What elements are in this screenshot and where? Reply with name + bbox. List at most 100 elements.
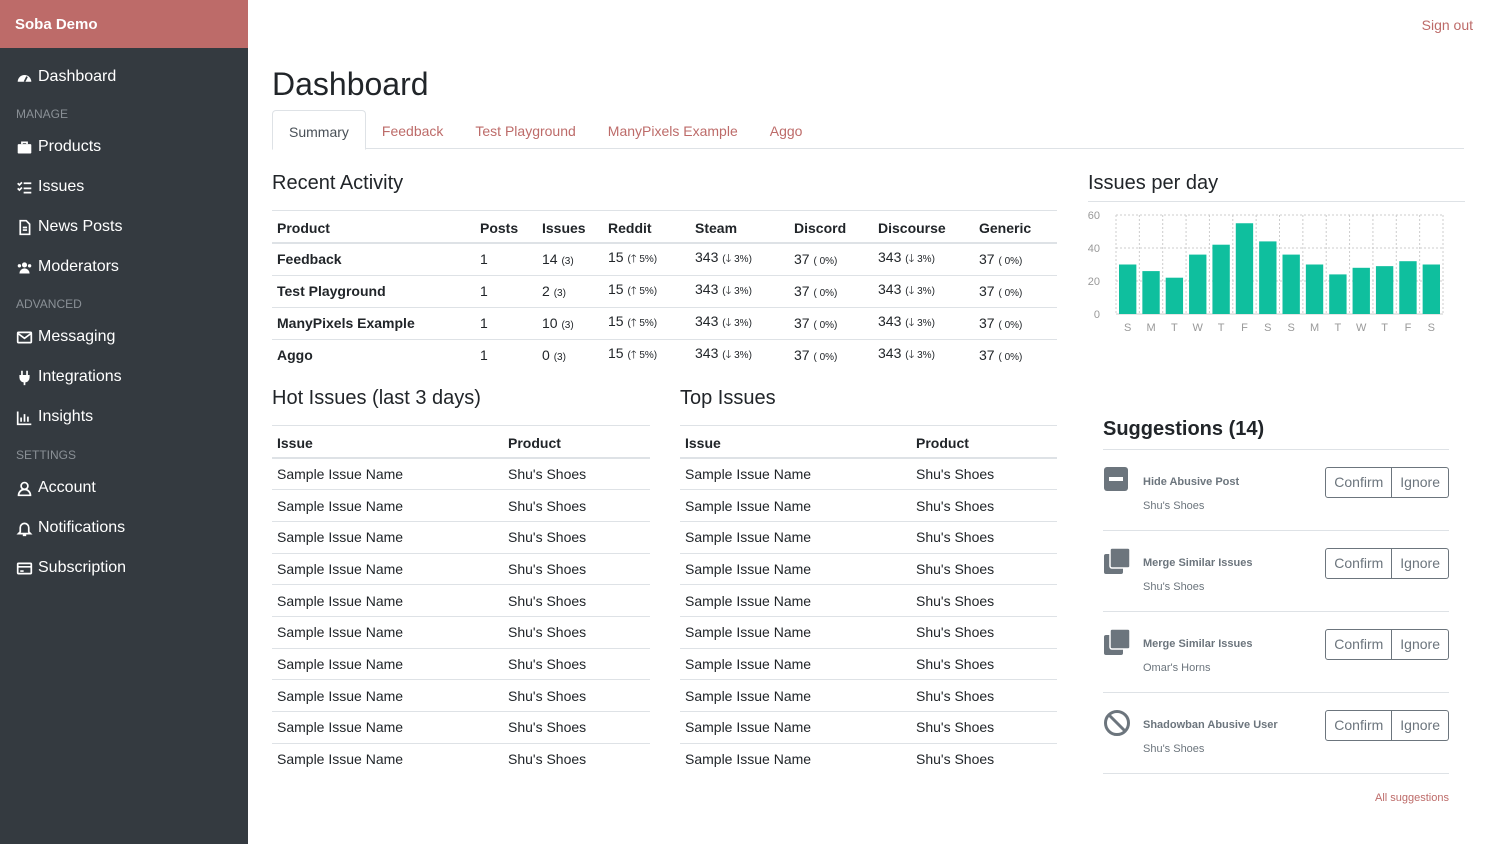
confirm-button[interactable]: Confirm (1325, 548, 1393, 579)
sidebar-item-insights[interactable]: Insights (0, 397, 248, 437)
issue-name-cell[interactable]: Sample Issue Name (272, 489, 503, 522)
suggestions-title: Suggestions (14) (1103, 418, 1265, 440)
table-row[interactable]: Sample Issue Name Shu's Shoes (272, 457, 650, 490)
table-row[interactable]: Sample Issue Name Shu's Shoes (272, 489, 650, 522)
confirm-button[interactable]: Confirm (1325, 629, 1393, 660)
all-suggestions-link[interactable]: All suggestions (1375, 792, 1449, 804)
confirm-button[interactable]: Confirm (1325, 467, 1393, 498)
chart-bar[interactable] (1399, 261, 1417, 314)
ignore-button[interactable]: Ignore (1392, 467, 1449, 498)
confirm-button[interactable]: Confirm (1325, 710, 1393, 741)
x-tick-label: T (1335, 322, 1342, 334)
chart-bar[interactable] (1352, 267, 1370, 314)
sign-out-link[interactable]: Sign out (1421, 17, 1473, 33)
product-cell[interactable]: Test Playground (272, 274, 475, 307)
issue-name-cell[interactable]: Sample Issue Name (680, 489, 911, 522)
product-cell[interactable]: ManyPixels Example (272, 306, 475, 339)
issue-name-cell[interactable]: Sample Issue Name (272, 584, 503, 617)
issue-name-cell[interactable]: Sample Issue Name (680, 584, 911, 617)
table-row[interactable]: Test Playground 1 2 (3) 15 (🡑 5%) 343 (🡓 3%)… (272, 274, 1057, 307)
chart-bar[interactable] (1422, 264, 1440, 315)
issue-name-cell[interactable]: Sample Issue Name (272, 647, 503, 680)
steam-delta: (🡓 3%) (722, 285, 752, 297)
ignore-button[interactable]: Ignore (1392, 629, 1449, 660)
tasks-icon (16, 178, 36, 196)
brand-title[interactable]: Soba Demo (0, 0, 248, 48)
table-row[interactable]: Sample Issue Name Shu's Shoes (272, 647, 650, 680)
tab-feedback[interactable]: Feedback (381, 123, 444, 139)
table-row[interactable]: Sample Issue Name Shu's Shoes (272, 552, 650, 585)
tab-test-playground[interactable]: Test Playground (475, 123, 576, 139)
chart-bar[interactable] (1165, 277, 1184, 314)
table-row[interactable]: Sample Issue Name Shu's Shoes (272, 742, 650, 775)
issue-name-cell[interactable]: Sample Issue Name (680, 711, 911, 744)
sidebar-item-integrations[interactable]: Integrations (0, 357, 248, 397)
issue-name-cell[interactable]: Sample Issue Name (680, 520, 911, 554)
chart-bar[interactable] (1375, 266, 1394, 314)
sidebar-item-subscription[interactable]: Subscription (0, 548, 248, 588)
chart-bar[interactable] (1329, 274, 1347, 314)
chart-bar[interactable] (1119, 264, 1137, 315)
table-row[interactable]: Sample Issue Name Shu's Shoes (272, 679, 650, 712)
table-row[interactable]: Sample Issue Name Shu's Shoes (272, 711, 650, 744)
issue-name-cell[interactable]: Sample Issue Name (680, 647, 911, 680)
issue-name-cell[interactable]: Sample Issue Name (680, 742, 911, 775)
chart-bar[interactable] (1189, 254, 1207, 314)
table-row[interactable]: Sample Issue Name Shu's Shoes (272, 615, 650, 649)
table-row[interactable]: Sample Issue Name Shu's Shoes (680, 647, 1057, 680)
ignore-button[interactable]: Ignore (1392, 548, 1449, 579)
recent-activity-title: Recent Activity (272, 172, 404, 194)
table-row[interactable]: Sample Issue Name Shu's Shoes (680, 552, 1057, 585)
y-tick-label: 40 (1088, 243, 1100, 255)
sidebar-item-messaging[interactable]: Messaging (0, 317, 248, 357)
top-issues-title: Top Issues (680, 387, 776, 409)
table-row[interactable]: Sample Issue Name Shu's Shoes (272, 584, 650, 617)
issue-name-cell[interactable]: Sample Issue Name (272, 552, 503, 585)
sidebar-item-dashboard[interactable]: Dashboard (0, 57, 248, 97)
issue-name-cell[interactable]: Sample Issue Name (680, 679, 911, 712)
table-row[interactable]: Feedback 1 14 (3) 15 (🡑 5%) 343 (🡓 3%) 37 ( 0… (272, 242, 1057, 275)
chart-bar[interactable] (1142, 271, 1160, 314)
sidebar-item-products[interactable]: Products (0, 127, 248, 167)
issue-name-cell[interactable]: Sample Issue Name (272, 742, 503, 775)
chart-bar[interactable] (1212, 244, 1230, 314)
sidebar-item-notifications[interactable]: Notifications (0, 508, 248, 548)
tab-aggo[interactable]: Aggo (769, 123, 803, 139)
tab-manypixels-example[interactable]: ManyPixels Example (607, 123, 738, 139)
sidebar-item-moderators[interactable]: Moderators (0, 247, 248, 287)
issues-value: 14 (542, 251, 558, 268)
suggestion-name: Merge Similar Issues (1143, 638, 1253, 650)
table-row[interactable]: Sample Issue Name Shu's Shoes (680, 457, 1057, 490)
table-row[interactable]: Sample Issue Name Shu's Shoes (680, 520, 1057, 554)
issue-name-cell[interactable]: Sample Issue Name (680, 552, 911, 585)
table-row[interactable]: Sample Issue Name Shu's Shoes (680, 711, 1057, 744)
sidebar-item-issues[interactable]: Issues (0, 167, 248, 207)
chart-bar[interactable] (1235, 223, 1254, 314)
issue-name-cell[interactable]: Sample Issue Name (680, 615, 911, 649)
table-row[interactable]: Sample Issue Name Shu's Shoes (680, 489, 1057, 522)
ignore-button[interactable]: Ignore (1392, 710, 1449, 741)
chart-bar[interactable] (1259, 241, 1277, 314)
product-cell[interactable]: Feedback (272, 242, 475, 275)
chart-bar[interactable] (1282, 254, 1300, 314)
y-tick-label: 60 (1088, 210, 1100, 222)
issue-name-cell[interactable]: Sample Issue Name (680, 457, 911, 490)
issue-name-cell[interactable]: Sample Issue Name (272, 711, 503, 744)
issue-name-cell[interactable]: Sample Issue Name (272, 615, 503, 649)
sidebar-item-news-posts[interactable]: News Posts (0, 207, 248, 247)
tab-summary[interactable]: Summary (272, 110, 366, 150)
product-cell[interactable]: Aggo (272, 338, 475, 371)
table-row[interactable]: Sample Issue Name Shu's Shoes (680, 615, 1057, 649)
chart-bar[interactable] (1305, 264, 1324, 315)
issue-name-cell[interactable]: Sample Issue Name (272, 520, 503, 554)
table-row[interactable]: ManyPixels Example 1 10 (3) 15 (🡑 5%) 343 (🡓… (272, 306, 1057, 339)
sidebar-item-account[interactable]: Account (0, 468, 248, 508)
issue-name-cell[interactable]: Sample Issue Name (272, 679, 503, 712)
table-row[interactable]: Sample Issue Name Shu's Shoes (680, 584, 1057, 617)
table-row[interactable]: Sample Issue Name Shu's Shoes (272, 520, 650, 554)
issue-name-cell[interactable]: Sample Issue Name (272, 457, 503, 490)
product-cell: Shu's Shoes (503, 679, 650, 712)
table-row[interactable]: Sample Issue Name Shu's Shoes (680, 742, 1057, 775)
table-row[interactable]: Aggo 1 0 (3) 15 (🡑 5%) 343 (🡓 3%) 37 ( 0%) 343… (272, 338, 1057, 371)
table-row[interactable]: Sample Issue Name Shu's Shoes (680, 679, 1057, 712)
